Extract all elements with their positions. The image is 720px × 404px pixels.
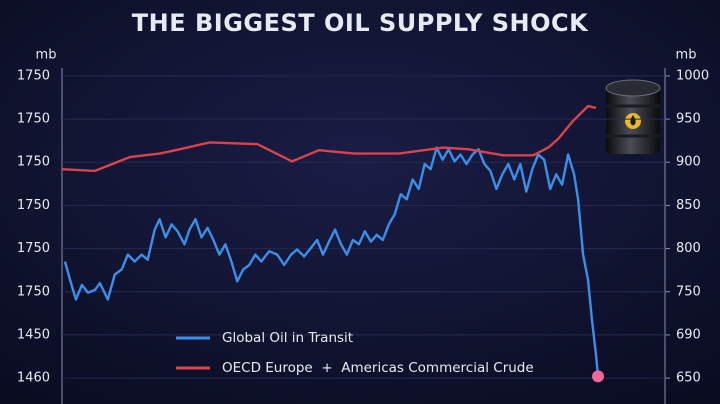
grid: 1750 1750 1750 1750 1750 1750 1450 1460 1000 950 9… <box>17 68 709 385</box>
y2-tick-label: 1000 <box>676 68 709 83</box>
y2-tick-label: 800 <box>676 241 701 256</box>
y-axis-label: mb <box>36 48 57 63</box>
series-line <box>61 104 597 173</box>
chart-title: THE BIGGEST OIL SUPPLY SHOCK <box>132 9 589 37</box>
y-tick-label: 1750 <box>17 68 50 83</box>
y2-tick-label: 950 <box>676 112 701 127</box>
oil-barrel-icon <box>605 79 661 154</box>
series-line <box>63 146 600 377</box>
y-tick-label: 1750 <box>17 284 50 299</box>
y-tick-label: 1750 <box>17 198 50 213</box>
legend: Global Oil in Transit OECD Europe + Ameri… <box>176 330 534 376</box>
legend-label: OECD Europe + Americas Commercial Crude <box>222 360 534 376</box>
y-tick-label: 1450 <box>17 327 50 342</box>
y2-tick-label: 750 <box>676 284 701 299</box>
legend-label: Global Oil in Transit <box>222 330 353 346</box>
y2-tick-label: 650 <box>676 371 701 386</box>
y-tick-label: 1750 <box>17 112 50 127</box>
plot-area <box>61 104 605 383</box>
y2-tick-label: 900 <box>676 155 701 170</box>
y2-tick-label: 850 <box>676 198 701 213</box>
y-tick-label: 1750 <box>17 241 50 256</box>
end-point-marker <box>592 370 605 383</box>
y2-tick-label: 690 <box>676 327 701 342</box>
y-tick-label: 1750 <box>17 155 50 170</box>
y2-axis-label: mb <box>676 48 697 63</box>
y-tick-label: 1460 <box>17 371 50 386</box>
